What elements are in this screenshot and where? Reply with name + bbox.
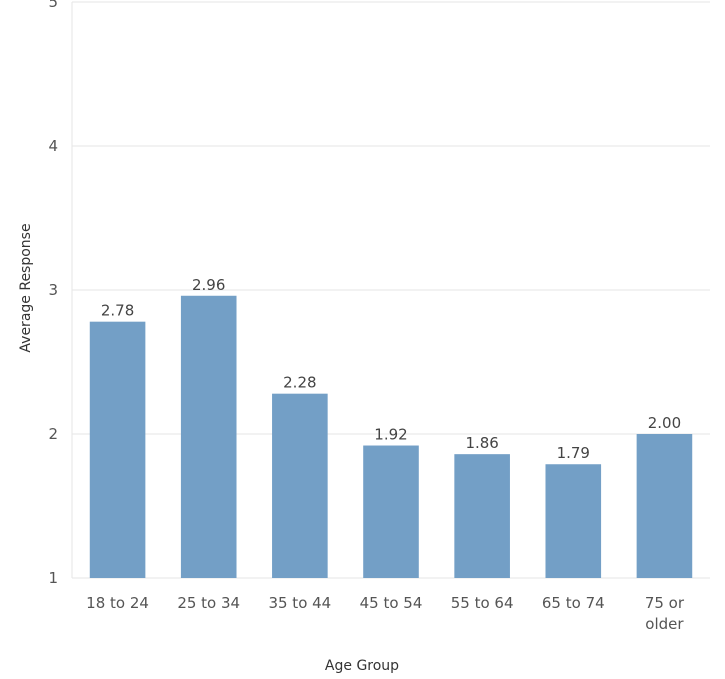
bar-3 <box>363 445 419 578</box>
y-tick-label-2: 2 <box>48 425 58 443</box>
bar-2 <box>272 393 328 578</box>
y-tick-label-4: 4 <box>48 137 58 155</box>
x-tick-label-2: 35 to 44 <box>268 594 331 612</box>
data-label-3: 1.92 <box>374 426 407 444</box>
data-label-1: 2.96 <box>192 276 225 294</box>
x-axis-title: Age Group <box>325 658 399 674</box>
data-label-5: 1.79 <box>557 444 590 462</box>
y-axis-title: Average Response <box>18 223 34 352</box>
data-labels: 2.78 2.96 2.28 1.92 1.86 1.79 2.00 <box>101 276 681 462</box>
data-label-6: 2.00 <box>648 414 681 432</box>
x-axis-ticks: 18 to 24 25 to 34 35 to 44 45 to 54 55 to 64… <box>86 594 685 633</box>
bar-1 <box>180 295 237 578</box>
x-tick-label-3: 45 to 54 <box>360 594 423 612</box>
x-tick-label-6: 75 or older <box>645 594 685 633</box>
bar-6 <box>636 434 693 578</box>
bar-0 <box>89 321 146 578</box>
y-axis-ticks: 1 2 3 4 5 <box>48 0 58 587</box>
gridlines <box>71 1 710 579</box>
y-tick-label-5: 5 <box>48 0 58 11</box>
x-tick-label-5: 65 to 74 <box>542 594 605 612</box>
y-tick-label-3: 3 <box>48 281 58 299</box>
x-tick-label-0: 18 to 24 <box>86 594 149 612</box>
x-tick-label-1: 25 to 34 <box>177 594 240 612</box>
data-label-4: 1.86 <box>465 434 498 452</box>
data-label-0: 2.78 <box>101 302 134 320</box>
bars <box>89 295 693 578</box>
data-label-2: 2.28 <box>283 374 316 392</box>
y-tick-label-1: 1 <box>48 569 58 587</box>
x-tick-label-4: 55 to 64 <box>451 594 514 612</box>
bar-4 <box>454 454 510 578</box>
bar-5 <box>545 464 602 578</box>
